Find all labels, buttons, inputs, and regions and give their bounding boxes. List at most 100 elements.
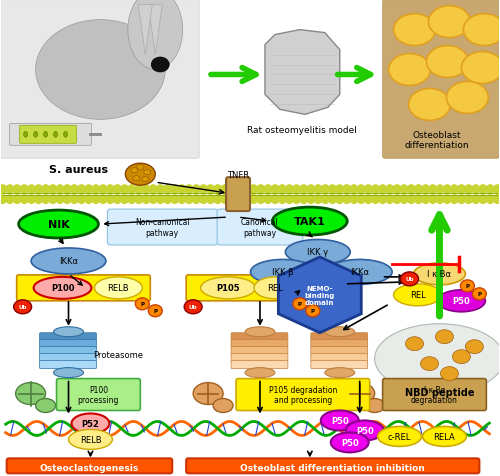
Text: Osteoblast differentiation inhibition: Osteoblast differentiation inhibition [240,463,425,472]
Ellipse shape [68,429,112,449]
FancyBboxPatch shape [40,347,96,355]
Ellipse shape [44,132,48,138]
Text: P: P [311,308,315,314]
Ellipse shape [54,327,84,337]
Ellipse shape [407,195,416,205]
Ellipse shape [184,185,194,195]
Ellipse shape [214,195,222,205]
FancyBboxPatch shape [311,347,368,355]
Ellipse shape [414,263,466,285]
Ellipse shape [48,185,58,195]
Ellipse shape [285,195,294,205]
Ellipse shape [77,195,86,205]
Ellipse shape [12,185,22,195]
Ellipse shape [321,195,330,205]
Polygon shape [148,6,162,55]
Ellipse shape [286,240,350,265]
Ellipse shape [314,195,322,205]
Ellipse shape [392,185,402,195]
Ellipse shape [472,185,480,195]
Ellipse shape [394,284,442,306]
Ellipse shape [442,195,452,205]
Ellipse shape [371,195,380,205]
FancyBboxPatch shape [231,354,288,362]
Ellipse shape [142,185,150,195]
Ellipse shape [128,0,182,70]
Ellipse shape [400,272,418,286]
Ellipse shape [127,195,136,205]
Ellipse shape [457,195,466,205]
FancyBboxPatch shape [0,0,199,159]
Ellipse shape [144,170,151,175]
Ellipse shape [346,421,384,440]
Text: TNFR: TNFR [227,170,249,179]
Polygon shape [278,258,361,333]
Ellipse shape [293,298,307,310]
Ellipse shape [331,433,368,452]
Ellipse shape [64,132,68,138]
Text: Non-canonical
pathway: Non-canonical pathway [135,218,190,237]
Ellipse shape [264,195,272,205]
Ellipse shape [272,208,347,236]
Text: P: P [140,302,144,307]
Ellipse shape [292,195,301,205]
Ellipse shape [134,185,143,195]
Ellipse shape [407,185,416,195]
Ellipse shape [371,185,380,195]
Text: P50: P50 [356,426,374,435]
FancyBboxPatch shape [311,333,368,341]
Ellipse shape [493,185,500,195]
Ellipse shape [306,305,320,317]
Ellipse shape [0,195,7,205]
FancyBboxPatch shape [108,209,218,246]
Text: IKK β: IKK β [272,268,293,277]
Ellipse shape [199,195,208,205]
Ellipse shape [328,185,337,195]
Ellipse shape [314,185,322,195]
Ellipse shape [420,357,438,371]
Text: P: P [298,302,302,307]
Ellipse shape [440,367,458,381]
Ellipse shape [27,185,36,195]
Ellipse shape [6,195,15,205]
Ellipse shape [163,195,172,205]
Ellipse shape [442,185,452,195]
Text: RELB: RELB [108,284,129,293]
Ellipse shape [36,20,165,120]
Ellipse shape [478,195,488,205]
Ellipse shape [450,185,459,195]
Ellipse shape [235,195,244,205]
Ellipse shape [478,185,488,195]
Ellipse shape [106,195,114,205]
Ellipse shape [344,383,374,405]
Ellipse shape [356,185,366,195]
Ellipse shape [12,195,22,205]
FancyBboxPatch shape [226,178,250,212]
Ellipse shape [466,340,483,354]
Ellipse shape [170,185,179,195]
Ellipse shape [56,195,64,205]
FancyBboxPatch shape [20,126,76,144]
Ellipse shape [386,185,394,195]
Ellipse shape [120,185,129,195]
Ellipse shape [178,185,186,195]
Ellipse shape [452,350,470,364]
Ellipse shape [486,185,494,195]
Ellipse shape [34,195,43,205]
Ellipse shape [20,195,28,205]
Ellipse shape [206,185,215,195]
Ellipse shape [228,195,236,205]
Ellipse shape [62,185,72,195]
Ellipse shape [450,195,459,205]
Ellipse shape [414,185,423,195]
Ellipse shape [328,195,337,205]
Ellipse shape [464,185,473,195]
Ellipse shape [254,278,296,299]
Ellipse shape [378,426,422,446]
FancyBboxPatch shape [231,340,288,348]
Ellipse shape [378,195,387,205]
Ellipse shape [386,195,394,205]
Text: Proteasome: Proteasome [94,350,144,359]
Ellipse shape [84,195,93,205]
Ellipse shape [270,185,280,195]
